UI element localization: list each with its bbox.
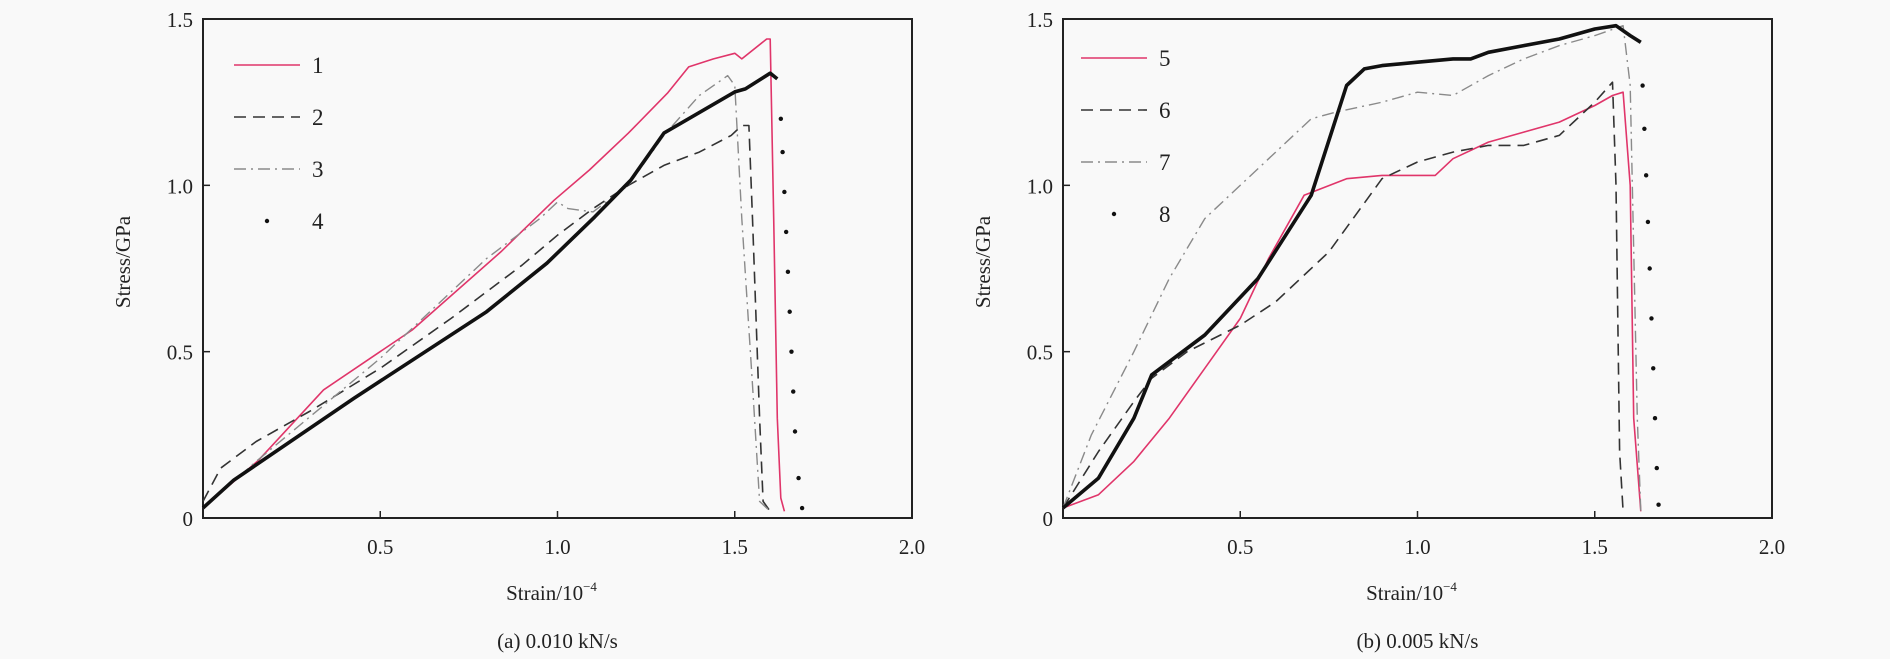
legend-label-3: 3 <box>312 157 324 182</box>
x-tick-label: 2.0 <box>899 535 925 559</box>
series-point-8 <box>1651 366 1656 371</box>
panel-a: 0 0.5 1.0 1.5 0.5 1.0 1.5 2.0 Strain/10−4 Stress/… <box>111 8 925 653</box>
x-axis-label: Strain/10−4 <box>1366 579 1457 605</box>
series-point-4 <box>785 269 791 275</box>
plot-frame <box>1062 18 1773 519</box>
legend-marker-4 <box>264 218 270 224</box>
series-point-4 <box>792 429 798 434</box>
series-point-8 <box>1642 126 1647 131</box>
series-point-4 <box>789 349 794 354</box>
x-axis-label: Strain/10−4 <box>506 579 597 605</box>
series-point-4 <box>783 229 789 235</box>
series-point-8 <box>1643 173 1649 178</box>
y-tick-label: 1.5 <box>1027 8 1053 32</box>
x-tick-label: 1.5 <box>722 535 748 559</box>
series-point-4 <box>799 505 805 511</box>
y-tick-label: 0.5 <box>167 341 193 365</box>
y-tick-label: 1.5 <box>167 8 193 32</box>
x-axis-label-exponent: −4 <box>1443 579 1457 594</box>
series-point-4 <box>796 475 801 481</box>
y-tick-label: 0 <box>183 507 194 531</box>
series-point-8 <box>1656 502 1661 507</box>
x-tick-label: 1.5 <box>1582 535 1608 559</box>
series-line-1 <box>202 38 786 512</box>
series-line-8 <box>1061 23 1642 510</box>
y-tick-label: 1.0 <box>167 174 193 198</box>
series-point-8 <box>1645 219 1651 225</box>
legend-label-7: 7 <box>1159 150 1171 175</box>
series-point-8 <box>1652 416 1658 421</box>
series-line-3 <box>202 74 771 512</box>
series-line-2 <box>202 124 771 512</box>
legend-label-2: 2 <box>312 105 324 130</box>
legend-label-8: 8 <box>1159 202 1171 227</box>
plot-frame <box>202 18 913 519</box>
series-point-8 <box>1654 465 1659 471</box>
series-point-4 <box>782 189 787 195</box>
series-line-6 <box>1062 81 1624 512</box>
x-tick-label: 2.0 <box>1759 535 1785 559</box>
series-point-8 <box>1640 83 1645 88</box>
series-point-8 <box>1649 316 1654 321</box>
legend-marker-8 <box>1111 211 1117 217</box>
x-tick-label: 0.5 <box>1227 535 1253 559</box>
legend-label-5: 5 <box>1159 46 1171 71</box>
series-line-7 <box>1062 25 1642 512</box>
y-tick-label: 1.0 <box>1027 174 1053 198</box>
y-tick-label: 0.5 <box>1027 341 1053 365</box>
x-tick-label: 1.0 <box>544 535 570 559</box>
panel-b: 0 0.5 1.0 1.5 0.5 1.0 1.5 2.0 Strain/10−4 Stress/… <box>971 8 1785 653</box>
series-point-4 <box>791 389 796 394</box>
series-point-4 <box>787 309 792 314</box>
legend-label-6: 6 <box>1159 98 1171 123</box>
panel-caption: (a) 0.010 kN/s <box>497 629 618 653</box>
series-line-5 <box>1062 91 1642 512</box>
series-point-4 <box>778 116 784 122</box>
x-axis-label-exponent: −4 <box>583 579 597 594</box>
series-line-4 <box>201 71 779 510</box>
x-tick-label: 1.0 <box>1404 535 1430 559</box>
series-point-4 <box>780 149 785 155</box>
legend-label-4: 4 <box>312 209 324 234</box>
y-tick-label: 0 <box>1043 507 1054 531</box>
panel-caption: (b) 0.005 kN/s <box>1357 629 1479 653</box>
series-point-8 <box>1647 266 1652 271</box>
y-axis-label: Stress/GPa <box>111 215 135 308</box>
x-tick-label: 0.5 <box>367 535 393 559</box>
legend-label-1: 1 <box>312 53 324 78</box>
y-axis-label: Stress/GPa <box>971 215 995 308</box>
